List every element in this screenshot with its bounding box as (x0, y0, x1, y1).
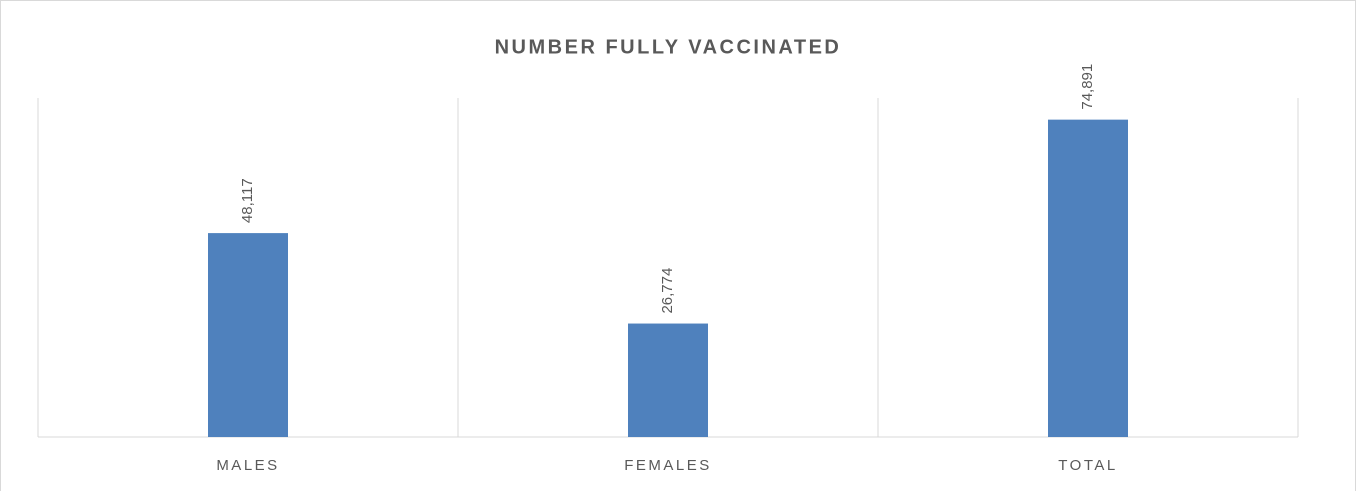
data-label: 48,117 (239, 178, 256, 223)
x-tick-label: FEMALES (624, 457, 712, 474)
data-label: 74,891 (1079, 64, 1096, 110)
x-tick-label: MALES (216, 457, 279, 474)
bar (208, 233, 288, 437)
chart-title: NUMBER FULLY VACCINATED (495, 36, 842, 58)
bar (628, 323, 708, 437)
data-label: 26,774 (659, 268, 676, 314)
bar (1048, 119, 1128, 438)
x-tick-label: TOTAL (1058, 457, 1117, 474)
